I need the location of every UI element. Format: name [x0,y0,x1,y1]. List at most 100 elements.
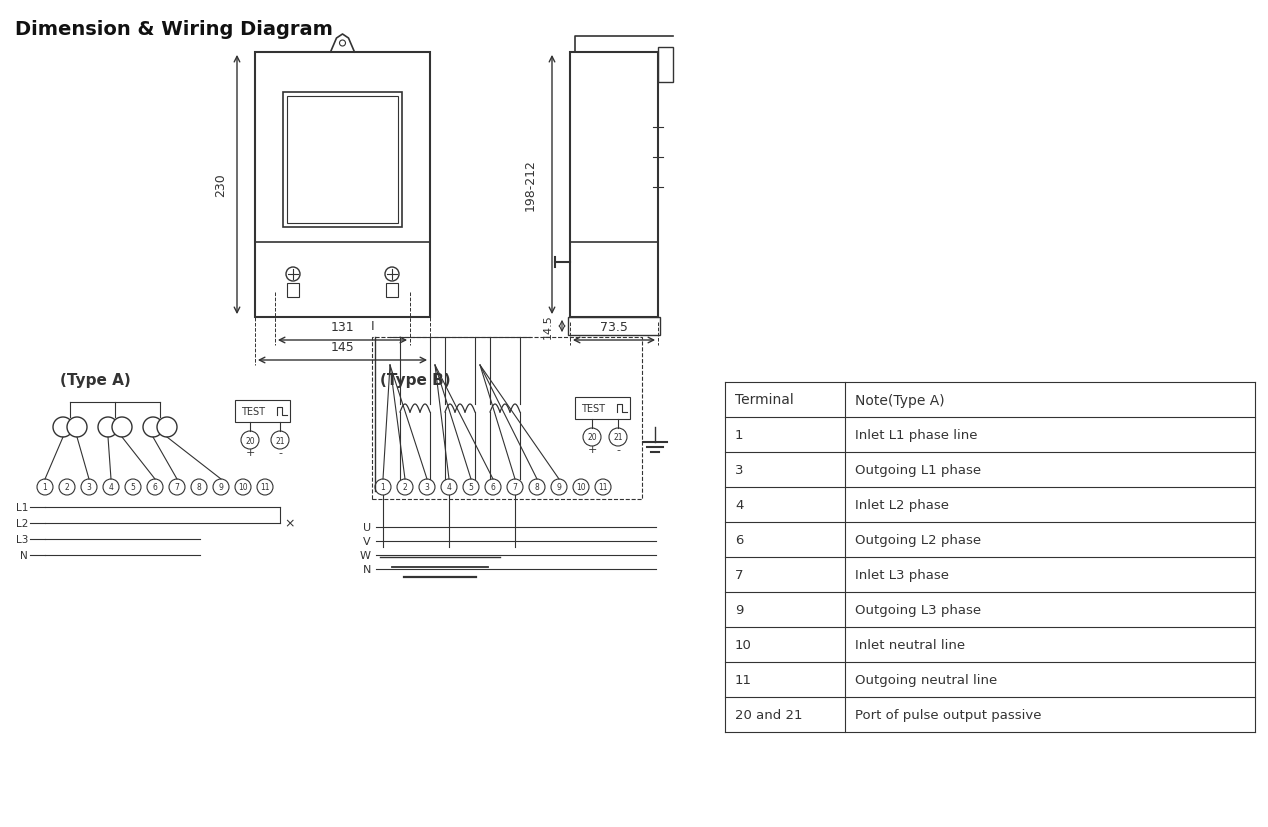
Text: N: N [20,550,28,561]
Text: 5: 5 [131,483,136,492]
Text: Outgoing L3 phase: Outgoing L3 phase [855,603,981,616]
Text: 9: 9 [735,603,743,616]
Bar [571,53,658,318]
Bar [235,400,290,423]
Text: 2: 2 [403,483,407,492]
Text: 3: 3 [735,463,743,476]
Bar [574,398,630,419]
Text: Port of pulse output passive: Port of pulse output passive [855,708,1041,721]
Circle shape [126,480,141,495]
Circle shape [484,480,501,495]
Text: 14.5: 14.5 [543,314,553,339]
Text: 3: 3 [425,483,430,492]
Text: 7: 7 [735,568,743,581]
Text: TEST: TEST [241,407,265,417]
Text: Outgoing neutral line: Outgoing neutral line [855,673,997,686]
Circle shape [37,480,53,495]
Text: L2: L2 [15,519,28,528]
Text: 230: 230 [214,174,227,197]
Circle shape [595,480,611,495]
Text: Inlet L1 phase line: Inlet L1 phase line [855,428,978,442]
Text: 73.5: 73.5 [600,321,628,333]
Circle shape [112,418,132,437]
Text: 20: 20 [245,436,255,445]
Circle shape [147,480,164,495]
Circle shape [169,480,185,495]
Text: Outgoing L1 phase: Outgoing L1 phase [855,463,981,476]
Text: L1: L1 [15,502,28,513]
Text: 10: 10 [576,483,586,492]
Text: 8: 8 [535,483,539,492]
Circle shape [213,480,230,495]
Circle shape [583,428,601,447]
Circle shape [441,480,456,495]
Circle shape [418,480,435,495]
Text: 7: 7 [175,483,180,492]
Circle shape [98,418,118,437]
Circle shape [573,480,590,495]
Circle shape [143,418,164,437]
Text: 198-212: 198-212 [524,160,536,211]
Text: 20 and 21: 20 and 21 [735,708,803,721]
Circle shape [552,480,567,495]
Circle shape [157,418,178,437]
Circle shape [287,268,301,282]
Text: 11: 11 [260,483,270,492]
Circle shape [235,480,251,495]
Text: 131: 131 [331,321,354,333]
Text: Inlet neutral line: Inlet neutral line [855,638,965,651]
Text: 1: 1 [43,483,47,492]
Circle shape [60,480,75,495]
Circle shape [81,480,96,495]
Text: Note(Type A): Note(Type A) [855,393,945,407]
Circle shape [385,268,399,282]
Bar [283,93,402,227]
Text: 21: 21 [275,436,285,445]
Text: Inlet L3 phase: Inlet L3 phase [855,568,948,581]
Bar [385,284,398,298]
Text: (Type A): (Type A) [60,372,131,388]
Text: 10: 10 [238,483,247,492]
Text: 4: 4 [109,483,113,492]
Text: -: - [278,447,281,457]
Text: 145: 145 [331,341,354,354]
Circle shape [463,480,479,495]
Text: 4: 4 [735,499,743,511]
Text: 1: 1 [380,483,385,492]
Text: +: + [587,444,597,455]
Bar [287,97,398,224]
Text: -: - [616,444,620,455]
Text: 3: 3 [86,483,91,492]
Text: 11: 11 [735,673,752,686]
Text: 9: 9 [557,483,562,492]
Circle shape [271,432,289,449]
Text: Inlet L2 phase: Inlet L2 phase [855,499,948,511]
Circle shape [241,432,259,449]
Bar [287,284,299,298]
Circle shape [609,428,626,447]
Text: 7: 7 [512,483,517,492]
Bar [658,48,673,83]
Circle shape [67,418,87,437]
Circle shape [103,480,119,495]
Bar [255,53,430,318]
Text: 20: 20 [587,433,597,442]
Bar [568,318,661,336]
Text: 2: 2 [65,483,70,492]
Circle shape [507,480,522,495]
Text: TEST: TEST [581,404,605,414]
Text: W: W [360,550,372,561]
Circle shape [375,480,391,495]
Text: 10: 10 [735,638,752,651]
Text: 11: 11 [598,483,607,492]
Text: ×: × [285,517,295,530]
Text: (Type B): (Type B) [380,372,450,388]
Text: Outgoing L2 phase: Outgoing L2 phase [855,533,981,547]
Text: L3: L3 [15,534,28,544]
Text: Dimension & Wiring Diagram: Dimension & Wiring Diagram [15,20,333,39]
Circle shape [340,41,345,47]
Circle shape [257,480,273,495]
Text: 5: 5 [469,483,473,492]
Text: 6: 6 [735,533,743,547]
Text: Terminal: Terminal [735,393,794,407]
